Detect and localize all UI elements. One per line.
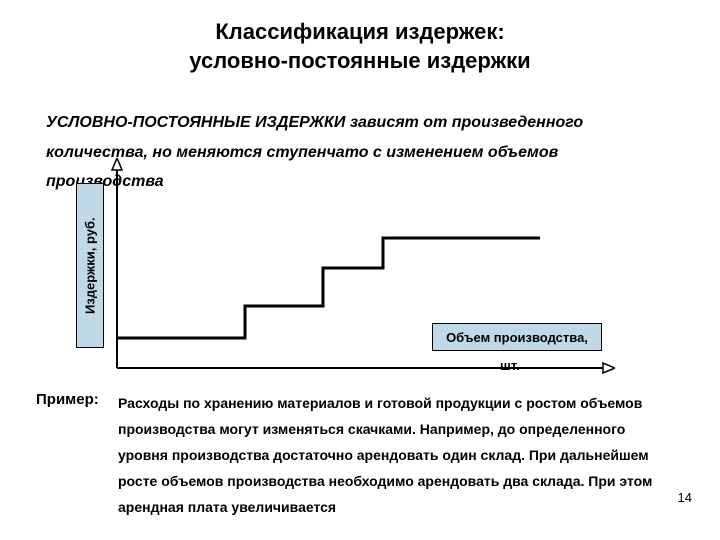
example-text: Расходы по хранению материалов и готовой…	[118, 391, 673, 520]
example-label: Пример:	[36, 391, 99, 408]
slide-title: Классификация издержек: условно-постоянн…	[0, 18, 720, 75]
x-axis-arrowhead	[603, 363, 615, 373]
title-line-2: условно-постоянные издержки	[189, 48, 530, 73]
y-axis-label: Издержки, руб.	[76, 188, 104, 343]
slide: Классификация издержек: условно-постоянн…	[0, 0, 720, 540]
x-axis-label: Объем производства,	[446, 330, 588, 345]
x-axis-unit: шт.	[500, 358, 520, 373]
title-line-1: Классификация издержек:	[215, 19, 504, 44]
y-axis-arrowhead	[112, 158, 122, 170]
x-axis-label-box: Объем производства,	[432, 323, 602, 351]
page-number: 14	[678, 490, 692, 505]
